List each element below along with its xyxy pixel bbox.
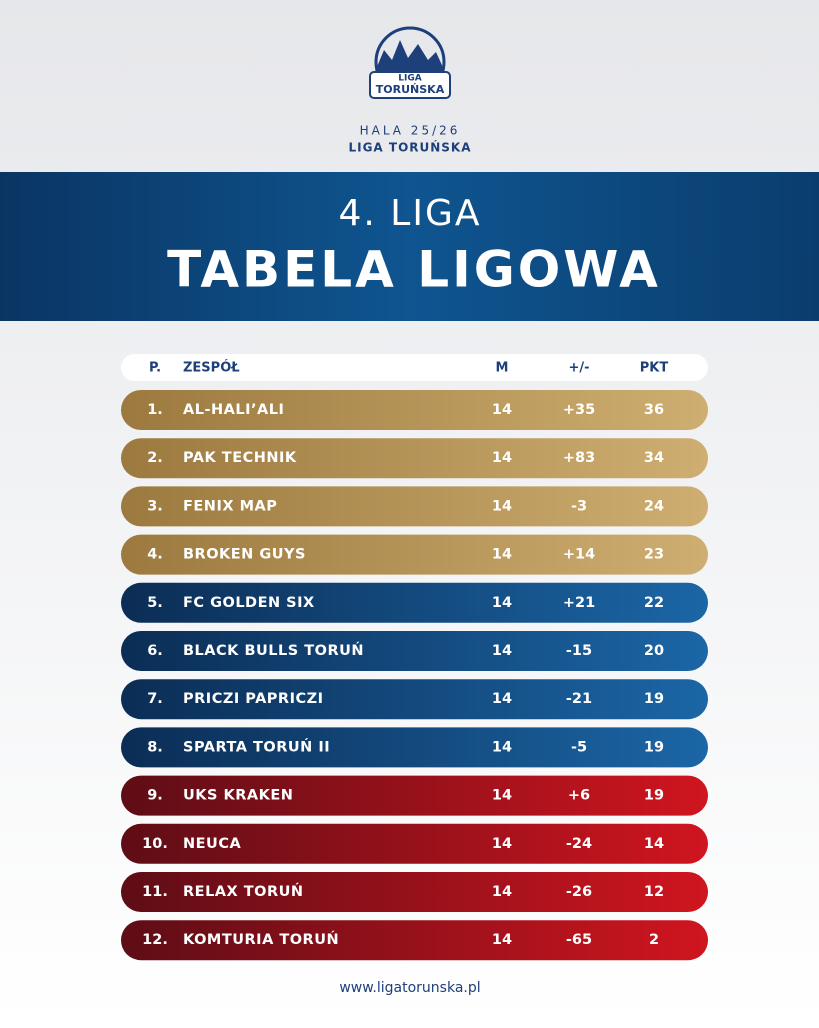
table-row [121,775,708,816]
cell: 10. [142,836,168,852]
table-row [121,823,708,864]
cell: +21 [563,595,595,611]
team-name: NEUCA [183,836,241,852]
team-name: PRICZI PAPRICZI [183,691,324,707]
table-row [121,534,708,575]
league-name: LIGA TORUŃSKA [348,140,471,155]
table-row [121,679,708,720]
team-name: BLACK BULLS TORUŃ [183,641,364,659]
cell: 12 [644,884,664,900]
team-name: BROKEN GUYS [183,547,306,563]
season: HALA 25/26 [360,124,461,138]
cell: 20 [644,643,664,659]
cell: -24 [566,836,592,852]
team-name: RELAX TORUŃ [183,882,304,900]
cell: 24 [644,498,664,514]
cell: 1. [147,402,163,418]
table-row [121,727,708,768]
logo-text: TORUŃSKA [376,83,445,96]
team-name: AL-HALI’ALI [183,402,284,418]
cell: 14 [492,402,512,418]
cell: 6. [147,643,163,659]
cell: 2. [147,450,163,466]
banner-subtitle: 4. LIGA [339,193,482,234]
cell: -15 [566,643,592,659]
team-name: FC GOLDEN SIX [183,595,315,611]
table-row [121,582,708,623]
cell: 19 [644,691,664,707]
table-row [121,920,708,961]
column-header: M [496,361,509,376]
banner-title: TABELA LIGOWA [167,241,661,299]
table-row [121,486,708,527]
table-header [121,354,708,381]
table-row [121,390,708,430]
team-name: SPARTA TORUŃ II [183,737,330,755]
cell: 14 [492,884,512,900]
cell: 23 [644,547,664,563]
column-header: P. [149,361,161,376]
table: P. ZESPÓŁ M +/- PKT 1. AL-HALI’ALI 14 +35 36 2. PAK… [121,360,708,961]
cell: 34 [644,450,664,466]
cell: 14 [644,836,664,852]
cell: 3. [147,498,163,514]
cell: 14 [492,932,512,948]
cell: 8. [147,739,163,755]
cell: -65 [566,932,592,948]
table-row [121,872,708,912]
table-row [121,631,708,671]
column-header: +/- [568,361,589,376]
team-name: UKS KRAKEN [183,788,293,804]
cell: 4. [147,547,163,563]
cell: -21 [566,691,592,707]
team-name: KOMTURIA TORUŃ [183,930,339,948]
cell: +6 [568,788,590,804]
cell: 19 [644,788,664,804]
cell: +14 [563,547,595,563]
cell: 12. [142,932,168,948]
cell: 2 [649,932,659,948]
cell: +35 [563,402,595,418]
cell: -3 [571,498,587,514]
cell: 14 [492,547,512,563]
column-header: PKT [640,361,669,376]
cell: 14 [492,739,512,755]
cell: 19 [644,739,664,755]
cell: 9. [147,788,163,804]
cell: 5. [147,595,163,611]
cell: 14 [492,788,512,804]
cell: +83 [563,450,595,466]
cell: 22 [644,595,664,611]
team-name: FENIX MAP [183,498,277,514]
footer-url: www.ligatorunska.pl [339,980,480,996]
cell: 36 [644,402,664,418]
logo: LIGA TORUŃSKA [369,26,451,99]
table-row [121,438,708,479]
banner [0,172,819,321]
cell: 14 [492,691,512,707]
cell: 11. [142,884,168,900]
logo-text: LIGA [398,74,421,84]
cell: -5 [571,739,587,755]
cell: 14 [492,498,512,514]
cell: 14 [492,836,512,852]
cell: 7. [147,691,163,707]
cell: 14 [492,595,512,611]
cell: 14 [492,450,512,466]
cell: -26 [566,884,592,900]
column-header: ZESPÓŁ [183,360,240,376]
cell: 14 [492,643,512,659]
team-name: PAK TECHNIK [183,450,297,466]
